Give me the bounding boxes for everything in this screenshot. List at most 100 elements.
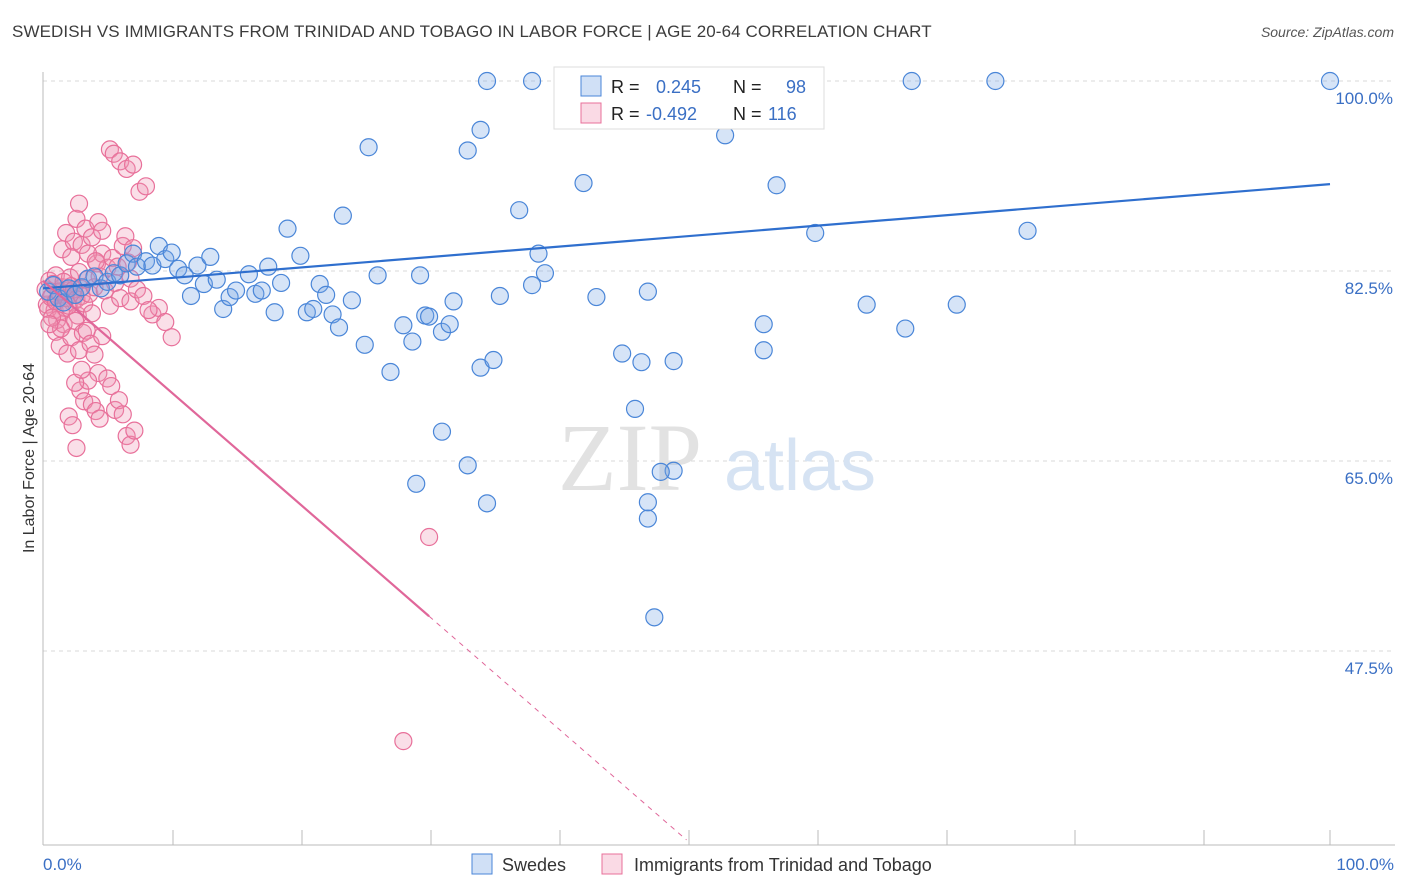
immigrants-point-82 [121, 435, 140, 454]
immigrants-point-73 [85, 345, 104, 364]
immigrants-trend-line [42, 279, 430, 618]
series-legend-swatch-swedes [471, 853, 493, 875]
swedes-point-81 [664, 461, 683, 480]
swedes-point-83 [754, 315, 773, 334]
swedes-point-48 [359, 138, 378, 157]
swedes-point-37 [278, 219, 297, 238]
immigrants-point-94 [104, 144, 123, 163]
immigrants-point-37 [93, 244, 112, 263]
y-tick-label-1: 82.5% [1345, 279, 1393, 298]
swedes-point-96 [645, 608, 664, 627]
swedes-point-45 [333, 206, 352, 225]
swedes-point-85 [767, 176, 786, 195]
immigrants-point-55 [69, 194, 89, 213]
swedes-point-34 [259, 257, 278, 276]
swedes-point-89 [477, 71, 497, 91]
swedes-point-53 [410, 266, 430, 285]
immigrants-point-49 [123, 239, 143, 258]
series-swedes-points [39, 71, 1340, 627]
swedes-point-97 [896, 319, 915, 338]
series-legend-label-immigrants: Immigrants from Trinidad and Tobago [634, 855, 932, 875]
immigrants-point-40 [100, 296, 120, 315]
swedes-point-65 [484, 350, 503, 370]
watermark-atlas: atlas [724, 426, 876, 506]
legend-r-value-1: -0.492 [646, 104, 697, 124]
swedes-point-47 [355, 335, 374, 354]
swedes-point-31 [239, 265, 259, 284]
immigrants-point-84 [59, 407, 78, 426]
swedes-point-38 [291, 246, 310, 265]
swedes-point-51 [394, 316, 413, 335]
series-legend-label-swedes: Swedes [502, 855, 566, 875]
immigrants-point-77 [102, 376, 121, 396]
legend-n-value-0: 98 [786, 77, 806, 97]
series-immigrants-points [36, 140, 439, 751]
x-axis-ticks [42, 830, 1331, 845]
correlation-legend: R = 0.245 N = 98 R = -0.492 N = 116 [553, 66, 825, 130]
legend-n-value-1: 116 [768, 104, 797, 124]
swedes-point-95 [651, 462, 670, 481]
legend-r-value-0: 0.245 [656, 77, 701, 97]
swedes-point-60 [407, 474, 426, 493]
swedes-point-56 [432, 322, 452, 341]
swedes-point-59 [432, 422, 452, 441]
legend-box [553, 66, 825, 130]
swedes-point-86 [806, 223, 825, 243]
immigrants-point-99 [136, 177, 156, 196]
swedes-point-19 [156, 249, 175, 269]
immigrants-point-97 [123, 155, 143, 174]
swedes-point-55 [420, 307, 439, 326]
y-tick-label-0: 100.0% [1335, 89, 1393, 108]
swedes-point-63 [471, 120, 490, 139]
immigrants-point-109 [40, 315, 59, 334]
swedes-point-30 [226, 281, 246, 300]
immigrants-point-59 [82, 228, 102, 247]
immigrants-point-105 [72, 360, 91, 379]
swedes-point-20 [162, 243, 181, 262]
immigrants-point-61 [89, 213, 108, 232]
watermark-zip: ZIP [558, 404, 702, 511]
swedes-point-73 [587, 287, 606, 307]
chart-title: SWEDISH VS IMMIGRANTS FROM TRINIDAD AND … [12, 22, 932, 41]
swedes-trend-line [42, 183, 1331, 290]
swedes-point-33 [252, 281, 271, 300]
series-legend-swatch-immigrants [601, 853, 623, 875]
swedes-point-24 [188, 256, 207, 275]
swedes-point-68 [510, 201, 529, 220]
swedes-point-72 [574, 173, 593, 193]
swedes-point-71 [535, 264, 555, 283]
immigrants-point-75 [93, 327, 112, 346]
swedes-point-98 [1018, 221, 1037, 240]
swedes-point-40 [304, 299, 323, 319]
swedes-point-76 [625, 399, 645, 418]
series-legend: Swedes Immigrants from Trinidad and Toba… [471, 853, 932, 875]
immigrants-point-60 [86, 252, 105, 271]
legend-r-label-0: R = [611, 77, 640, 97]
x-tick-label-max: 100.0% [1336, 855, 1394, 874]
immigrants-point-62 [93, 221, 112, 240]
y-tick-labels: 100.0% 82.5% 65.0% 47.5% [1335, 89, 1393, 678]
immigrants-point-83 [125, 421, 144, 440]
swedes-point-50 [381, 362, 400, 382]
x-tick-label-min: 0.0% [43, 855, 82, 874]
y-tick-label-2: 65.0% [1345, 469, 1393, 488]
y-axis-title: In Labor Force | Age 20-64 [21, 363, 38, 553]
swedes-point-78 [638, 509, 657, 528]
swedes-point-29 [220, 287, 239, 307]
swedes-point-92 [902, 71, 921, 91]
swedes-point-49 [368, 266, 387, 285]
swedes-point-94 [1320, 71, 1340, 91]
immigrants-point-112 [134, 286, 153, 306]
y-tick-label-3: 47.5% [1345, 659, 1393, 678]
swedes-point-93 [986, 71, 1005, 91]
swedes-point-35 [265, 303, 284, 322]
swedes-point-75 [632, 353, 651, 372]
immigrants-point-103 [162, 328, 181, 347]
legend-r-label-1: R = [611, 104, 640, 124]
immigrants-point-86 [67, 438, 86, 458]
trend-lines [42, 183, 1331, 841]
swedes-point-84 [754, 341, 773, 360]
immigrants-point-115 [420, 527, 439, 547]
swedes-point-15 [127, 257, 147, 276]
